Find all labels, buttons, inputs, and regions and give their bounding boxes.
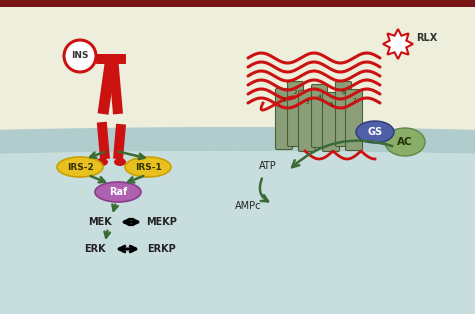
FancyBboxPatch shape <box>345 89 362 150</box>
Circle shape <box>64 40 96 72</box>
Text: 3: 3 <box>305 100 309 105</box>
Text: MEKP: MEKP <box>147 217 178 227</box>
FancyBboxPatch shape <box>323 93 340 151</box>
Text: AC: AC <box>397 137 413 147</box>
Ellipse shape <box>96 158 108 166</box>
Text: IRS-2: IRS-2 <box>66 163 94 171</box>
Polygon shape <box>97 54 117 115</box>
Polygon shape <box>113 124 126 160</box>
Text: ERKP: ERKP <box>148 244 176 254</box>
Text: AMPc: AMPc <box>235 201 261 211</box>
Polygon shape <box>0 127 475 154</box>
FancyBboxPatch shape <box>276 89 293 149</box>
Text: ERK: ERK <box>84 244 106 254</box>
FancyBboxPatch shape <box>287 82 304 147</box>
Ellipse shape <box>385 128 425 156</box>
Text: 1: 1 <box>282 98 286 102</box>
Text: MEK: MEK <box>88 217 112 227</box>
Text: RLX: RLX <box>416 33 437 43</box>
Bar <box>0 0 475 7</box>
Text: 2: 2 <box>293 90 297 95</box>
Text: IRS-1: IRS-1 <box>134 163 162 171</box>
Text: Raf: Raf <box>109 187 127 197</box>
FancyBboxPatch shape <box>298 90 315 151</box>
Polygon shape <box>0 151 475 314</box>
Text: 6: 6 <box>341 90 345 95</box>
FancyBboxPatch shape <box>96 54 126 64</box>
Ellipse shape <box>95 182 141 202</box>
Text: 5: 5 <box>329 101 333 106</box>
Polygon shape <box>383 29 413 59</box>
FancyBboxPatch shape <box>312 84 327 148</box>
Polygon shape <box>97 122 110 160</box>
Text: 4: 4 <box>317 94 321 99</box>
Text: ATP: ATP <box>259 161 277 171</box>
Polygon shape <box>108 56 123 114</box>
Ellipse shape <box>356 121 394 143</box>
FancyBboxPatch shape <box>335 82 352 147</box>
Text: 7: 7 <box>352 99 356 104</box>
Ellipse shape <box>125 157 171 177</box>
Text: INS: INS <box>71 51 89 61</box>
Ellipse shape <box>114 158 126 166</box>
Ellipse shape <box>57 157 103 177</box>
Text: GS: GS <box>368 127 382 137</box>
